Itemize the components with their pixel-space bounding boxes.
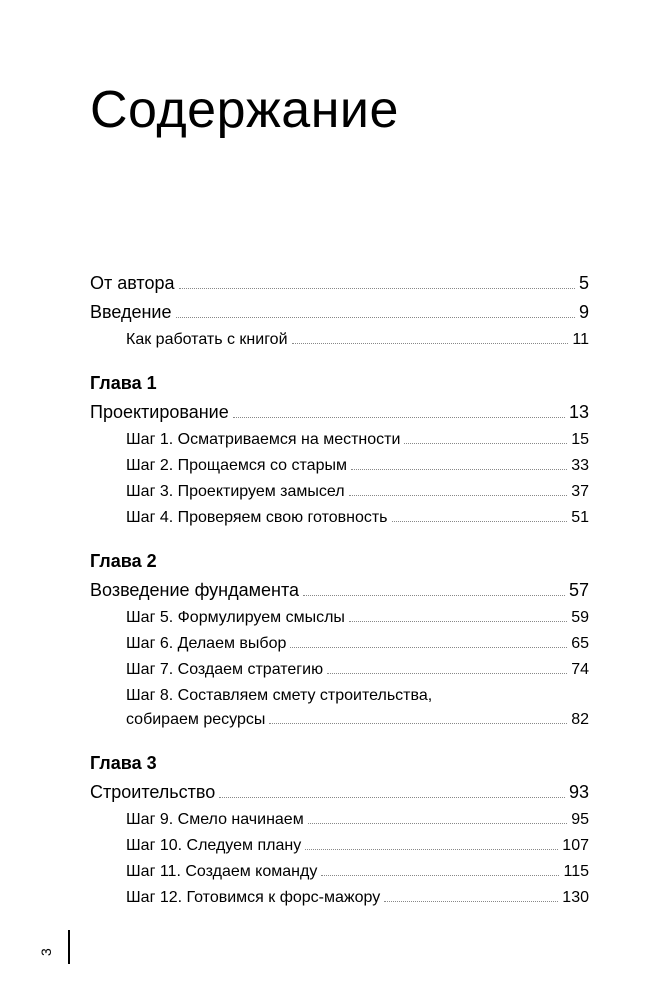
toc-label: Шаг 5. Формулируем смыслы — [126, 606, 345, 630]
toc-entry: Шаг 5. Формулируем смыслы 59 — [90, 606, 589, 630]
toc-entry: Шаг 2. Прощаемся со старым 33 — [90, 454, 589, 478]
toc-leader-dots — [308, 823, 568, 824]
toc-label: Шаг 8. Составляем смету строительства, — [90, 684, 589, 708]
toc-entry: Шаг 3. Проектируем замысел 37 — [90, 480, 589, 504]
toc-page: 107 — [562, 834, 589, 858]
toc-label: Шаг 12. Готовимся к форс-мажору — [126, 886, 380, 910]
toc-label: Шаг 6. Делаем выбор — [126, 632, 286, 656]
toc-page: 51 — [571, 506, 589, 530]
toc-leader-dots — [349, 495, 568, 496]
toc-label: Строительство — [90, 779, 215, 806]
toc-page: 15 — [571, 428, 589, 452]
chapter-heading: Глава 1 — [90, 370, 589, 397]
toc-leader-dots — [321, 875, 559, 876]
chapter-heading: Глава 3 — [90, 750, 589, 777]
toc-page: 59 — [571, 606, 589, 630]
page-number: 3 — [38, 947, 54, 956]
toc-entry: Строительство 93 — [90, 779, 589, 806]
toc-entry: Шаг 4. Проверяем свою готовность 51 — [90, 506, 589, 530]
toc-label: Возведение фундамента — [90, 577, 299, 604]
toc-label: Как работать с книгой — [126, 328, 288, 352]
toc-entry: Шаг 11. Создаем команду 115 — [90, 860, 589, 884]
toc-entry: Шаг 6. Делаем выбор 65 — [90, 632, 589, 656]
toc-entry: Шаг 7. Создаем стратегию 74 — [90, 658, 589, 682]
toc-page: 115 — [563, 860, 589, 884]
toc-entry: Шаг 10. Следуем плану 107 — [90, 834, 589, 858]
toc-page: 74 — [571, 658, 589, 682]
toc-leader-dots — [404, 443, 567, 444]
toc-label: Шаг 2. Прощаемся со старым — [126, 454, 347, 478]
toc-leader-dots — [303, 595, 565, 596]
toc-leader-dots — [219, 797, 565, 798]
toc-leader-dots — [269, 723, 567, 724]
toc-leader-dots — [292, 343, 569, 344]
toc-leader-dots — [327, 673, 567, 674]
toc-entry: Шаг 9. Смело начинаем 95 — [90, 808, 589, 832]
toc-label: Шаг 11. Создаем команду — [126, 860, 317, 884]
toc-entry: Шаг 12. Готовимся к форс-мажору 130 — [90, 886, 589, 910]
toc-page: 82 — [571, 708, 589, 732]
toc-entry: Введение 9 — [90, 299, 589, 326]
toc-leader-dots — [384, 901, 558, 902]
toc-label: Шаг 4. Проверяем свою готовность — [126, 506, 388, 530]
toc-label: собираем ресурсы — [126, 708, 265, 732]
toc-page: 93 — [569, 779, 589, 806]
toc-entry: собираем ресурсы 82 — [90, 708, 589, 732]
toc-page: 5 — [579, 270, 589, 297]
toc-page: 37 — [571, 480, 589, 504]
toc-page: 130 — [562, 886, 589, 910]
toc-label: Шаг 9. Смело начинаем — [126, 808, 304, 832]
chapter-heading: Глава 2 — [90, 548, 589, 575]
toc-page: 11 — [572, 328, 589, 352]
toc-page: 57 — [569, 577, 589, 604]
toc-page: 13 — [569, 399, 589, 426]
page-title: Содержание — [90, 80, 589, 140]
table-of-contents: От автора5Введение9Как работать с книгой… — [90, 270, 589, 910]
toc-entry: От автора 5 — [90, 270, 589, 297]
toc-entry: Шаг 1. Осматриваемся на местности 15 — [90, 428, 589, 452]
toc-leader-dots — [233, 417, 565, 418]
page-number-bar — [68, 930, 70, 964]
toc-label: Проектирование — [90, 399, 229, 426]
toc-label: Шаг 7. Создаем стратегию — [126, 658, 323, 682]
toc-entry: Как работать с книгой 11 — [90, 328, 589, 352]
toc-label: Шаг 3. Проектируем замысел — [126, 480, 345, 504]
toc-label: Шаг 1. Осматриваемся на местности — [126, 428, 400, 452]
toc-leader-dots — [305, 849, 558, 850]
toc-page: 65 — [571, 632, 589, 656]
toc-label: От автора — [90, 270, 175, 297]
toc-leader-dots — [290, 647, 567, 648]
toc-leader-dots — [179, 288, 575, 289]
toc-entry: Возведение фундамента 57 — [90, 577, 589, 604]
toc-page: 95 — [571, 808, 589, 832]
toc-label: Введение — [90, 299, 172, 326]
toc-page: 9 — [579, 299, 589, 326]
toc-leader-dots — [351, 469, 567, 470]
toc-page: 33 — [571, 454, 589, 478]
toc-leader-dots — [176, 317, 575, 318]
toc-leader-dots — [349, 621, 567, 622]
toc-entry: Проектирование 13 — [90, 399, 589, 426]
toc-leader-dots — [392, 521, 568, 522]
toc-label: Шаг 10. Следуем плану — [126, 834, 301, 858]
